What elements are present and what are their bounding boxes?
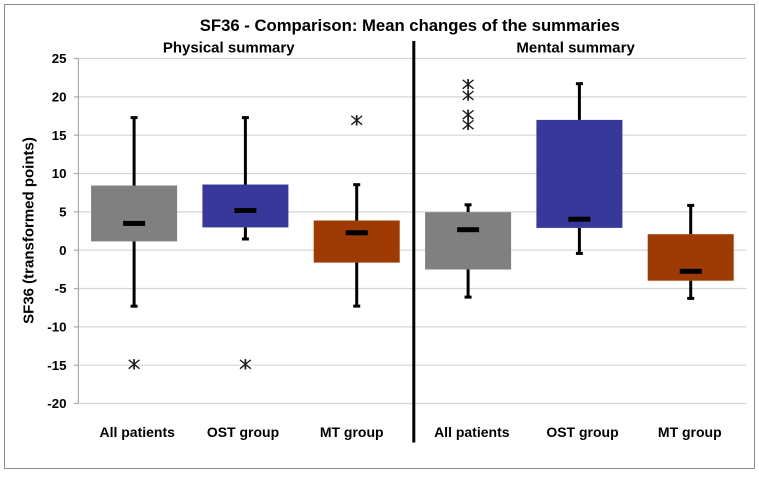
- svg-text:MT group: MT group: [658, 424, 722, 440]
- svg-text:25: 25: [52, 51, 67, 66]
- svg-text:OST group: OST group: [546, 424, 618, 440]
- svg-text:-10: -10: [47, 320, 66, 335]
- svg-text:Mental summary: Mental summary: [516, 39, 635, 56]
- svg-text:20: 20: [52, 90, 67, 105]
- svg-text:SF36 (transformed points): SF36 (transformed points): [21, 137, 38, 324]
- svg-text:All patients: All patients: [434, 424, 510, 440]
- svg-text:0: 0: [59, 243, 66, 258]
- svg-text:5: 5: [59, 205, 67, 220]
- svg-text:SF36 - Comparison: Mean change: SF36 - Comparison: Mean changes of the s…: [200, 16, 620, 35]
- svg-text:Physical summary: Physical summary: [163, 39, 295, 56]
- svg-text:MT group: MT group: [320, 424, 384, 440]
- svg-text:-5: -5: [55, 281, 67, 296]
- svg-text:All patients: All patients: [99, 424, 175, 440]
- svg-text:-15: -15: [47, 358, 67, 373]
- svg-text:OST group: OST group: [207, 424, 279, 440]
- svg-text:-20: -20: [47, 396, 66, 411]
- svg-text:10: 10: [52, 166, 67, 181]
- svg-text:15: 15: [52, 128, 67, 143]
